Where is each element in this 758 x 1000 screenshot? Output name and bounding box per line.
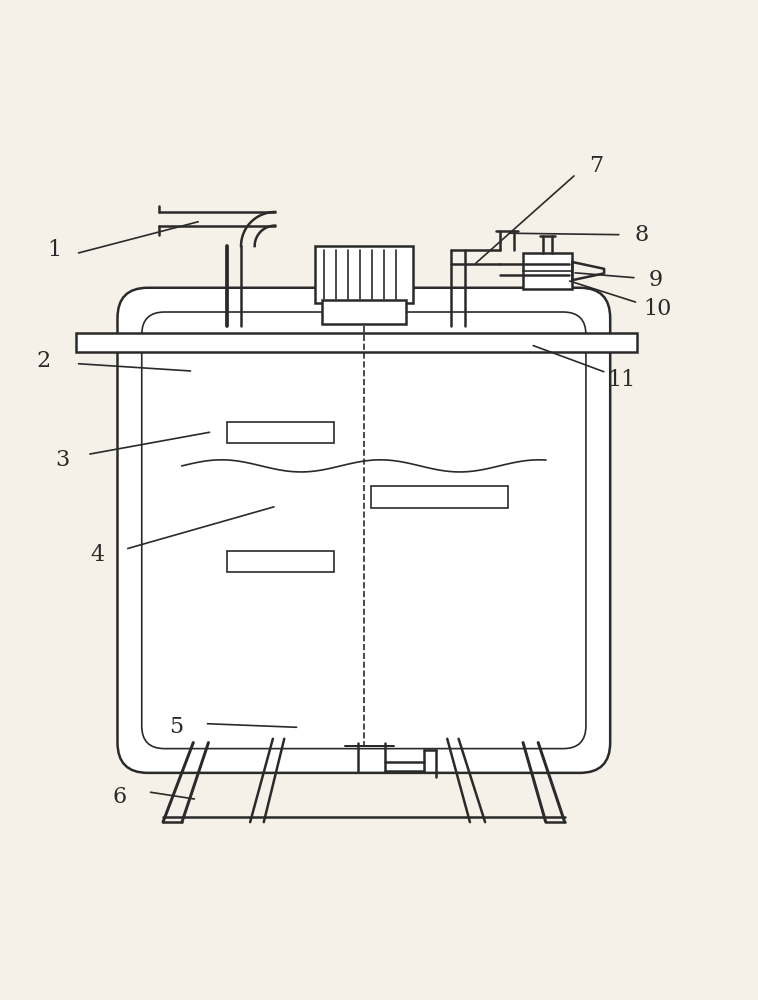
Bar	[227, 551, 334, 572]
FancyBboxPatch shape	[117, 288, 610, 773]
Bar	[227, 422, 334, 443]
Text: 9: 9	[649, 269, 662, 291]
Text: 5: 5	[170, 716, 183, 738]
Bar	[523, 253, 572, 289]
Bar	[371, 486, 508, 508]
Text: 4: 4	[90, 544, 104, 566]
Bar	[76, 333, 637, 352]
Text: 10: 10	[643, 298, 672, 320]
Text: 7: 7	[590, 155, 603, 177]
Text: 3: 3	[55, 449, 69, 471]
Text: 11: 11	[607, 369, 636, 391]
Text: 6: 6	[113, 786, 127, 808]
Text: 8: 8	[635, 224, 649, 246]
Text: 2: 2	[37, 350, 51, 372]
Bar	[315, 246, 413, 303]
Text: 1: 1	[48, 239, 61, 261]
Bar	[322, 300, 406, 324]
